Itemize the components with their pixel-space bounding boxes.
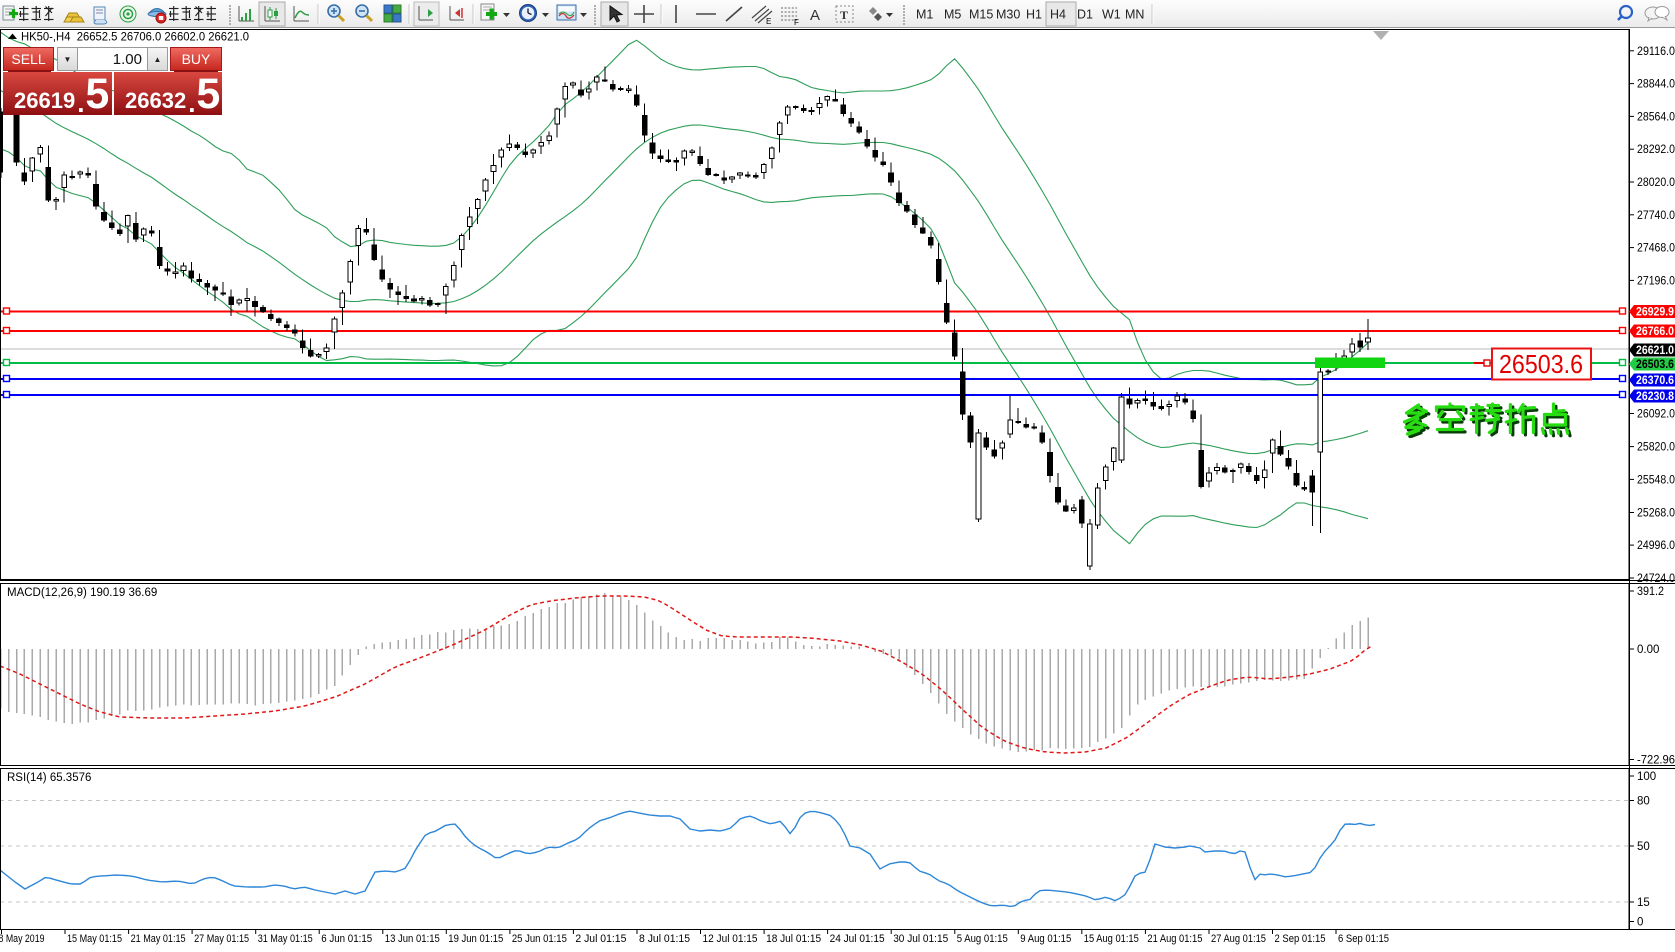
svg-text:2 Jul 01:15: 2 Jul 01:15 [575, 933, 626, 945]
svg-text:26766.0: 26766.0 [1636, 326, 1674, 338]
svg-text:T: T [840, 8, 848, 22]
svg-text:18 Jul 01:15: 18 Jul 01:15 [766, 933, 821, 945]
svg-text:26503.6: 26503.6 [1499, 349, 1583, 379]
svg-text:M30: M30 [996, 8, 1020, 22]
svg-text:27 Aug 01:15: 27 Aug 01:15 [1211, 933, 1266, 945]
svg-text:E: E [766, 17, 771, 26]
svg-text:MN: MN [1125, 8, 1144, 22]
svg-text:2 Sep 01:15: 2 Sep 01:15 [1275, 933, 1326, 945]
svg-text:26230.8: 26230.8 [1636, 391, 1675, 403]
svg-text:24 Jul 01:15: 24 Jul 01:15 [830, 933, 885, 945]
svg-text:M1: M1 [916, 8, 933, 22]
svg-text:0: 0 [1637, 917, 1643, 929]
svg-text:26621.0: 26621.0 [1636, 345, 1674, 357]
svg-text:31 May 01:15: 31 May 01:15 [258, 933, 313, 945]
svg-text:MACD(12,26,9) 190.19 36.69: MACD(12,26,9) 190.19 36.69 [7, 587, 157, 599]
svg-text:5 Aug 01:15: 5 Aug 01:15 [957, 933, 1008, 945]
svg-text:27468.0: 27468.0 [1637, 243, 1675, 255]
svg-text:27 May 01:15: 27 May 01:15 [194, 933, 249, 945]
svg-text:27196.0: 27196.0 [1637, 275, 1675, 287]
svg-text:-722.96: -722.96 [1637, 755, 1675, 767]
svg-text:8 May 2019: 8 May 2019 [0, 933, 45, 945]
svg-text:9 Aug 01:15: 9 Aug 01:15 [1020, 933, 1071, 945]
svg-text:26370.6: 26370.6 [1636, 375, 1674, 387]
svg-text:A: A [810, 7, 820, 24]
svg-text:W1: W1 [1102, 8, 1121, 22]
svg-text:24996.0: 24996.0 [1637, 540, 1675, 552]
svg-text:13 Jun 01:15: 13 Jun 01:15 [385, 933, 440, 945]
svg-text:27740.0: 27740.0 [1637, 210, 1675, 222]
svg-text:F: F [794, 18, 799, 27]
svg-text:26092.0: 26092.0 [1637, 409, 1675, 421]
svg-text:100: 100 [1637, 771, 1656, 783]
svg-text:30 Jul 01:15: 30 Jul 01:15 [893, 933, 948, 945]
svg-text:50: 50 [1637, 841, 1650, 853]
svg-text:0.00: 0.00 [1637, 644, 1659, 656]
svg-text:M15: M15 [969, 8, 993, 22]
svg-text:25 Jun 01:15: 25 Jun 01:15 [512, 933, 567, 945]
svg-text:391.2: 391.2 [1637, 586, 1664, 598]
svg-text:8 Jul 01:15: 8 Jul 01:15 [639, 933, 690, 945]
svg-text:12 Jul 01:15: 12 Jul 01:15 [703, 933, 758, 945]
svg-text:6 Sep 01:15: 6 Sep 01:15 [1338, 933, 1389, 945]
svg-text:25548.0: 25548.0 [1637, 474, 1675, 486]
svg-text:6 Jun 01:15: 6 Jun 01:15 [321, 933, 372, 945]
svg-text:25820.0: 25820.0 [1637, 442, 1675, 454]
svg-text:28844.0: 28844.0 [1637, 79, 1675, 91]
svg-text:HK50-,H4 26652.5 26706.0 2660: HK50-,H4 26652.5 26706.0 26602.0 26621.0 [21, 30, 249, 44]
svg-text:25268.0: 25268.0 [1637, 508, 1675, 520]
svg-text:15 May 01:15: 15 May 01:15 [67, 933, 122, 945]
svg-text:24724.0: 24724.0 [1637, 573, 1675, 585]
svg-text:26503.6: 26503.6 [1636, 359, 1674, 371]
svg-text:28292.0: 28292.0 [1637, 144, 1675, 156]
svg-text:19 Jun 01:15: 19 Jun 01:15 [448, 933, 503, 945]
svg-text:15: 15 [1637, 897, 1650, 909]
svg-text:21 May 01:15: 21 May 01:15 [131, 933, 186, 945]
svg-text:21 Aug 01:15: 21 Aug 01:15 [1147, 933, 1202, 945]
svg-text:M5: M5 [944, 8, 961, 22]
svg-text:15 Aug 01:15: 15 Aug 01:15 [1084, 933, 1139, 945]
svg-text:80: 80 [1637, 796, 1650, 808]
svg-text:26929.9: 26929.9 [1636, 307, 1674, 319]
svg-text:H4: H4 [1050, 8, 1066, 22]
svg-text:D1: D1 [1077, 8, 1093, 22]
svg-text:RSI(14) 65.3576: RSI(14) 65.3576 [7, 772, 91, 784]
svg-text:28564.0: 28564.0 [1637, 111, 1675, 123]
svg-text:H1: H1 [1026, 8, 1042, 22]
svg-text:29116.0: 29116.0 [1637, 46, 1675, 58]
svg-text:28020.0: 28020.0 [1637, 177, 1675, 189]
